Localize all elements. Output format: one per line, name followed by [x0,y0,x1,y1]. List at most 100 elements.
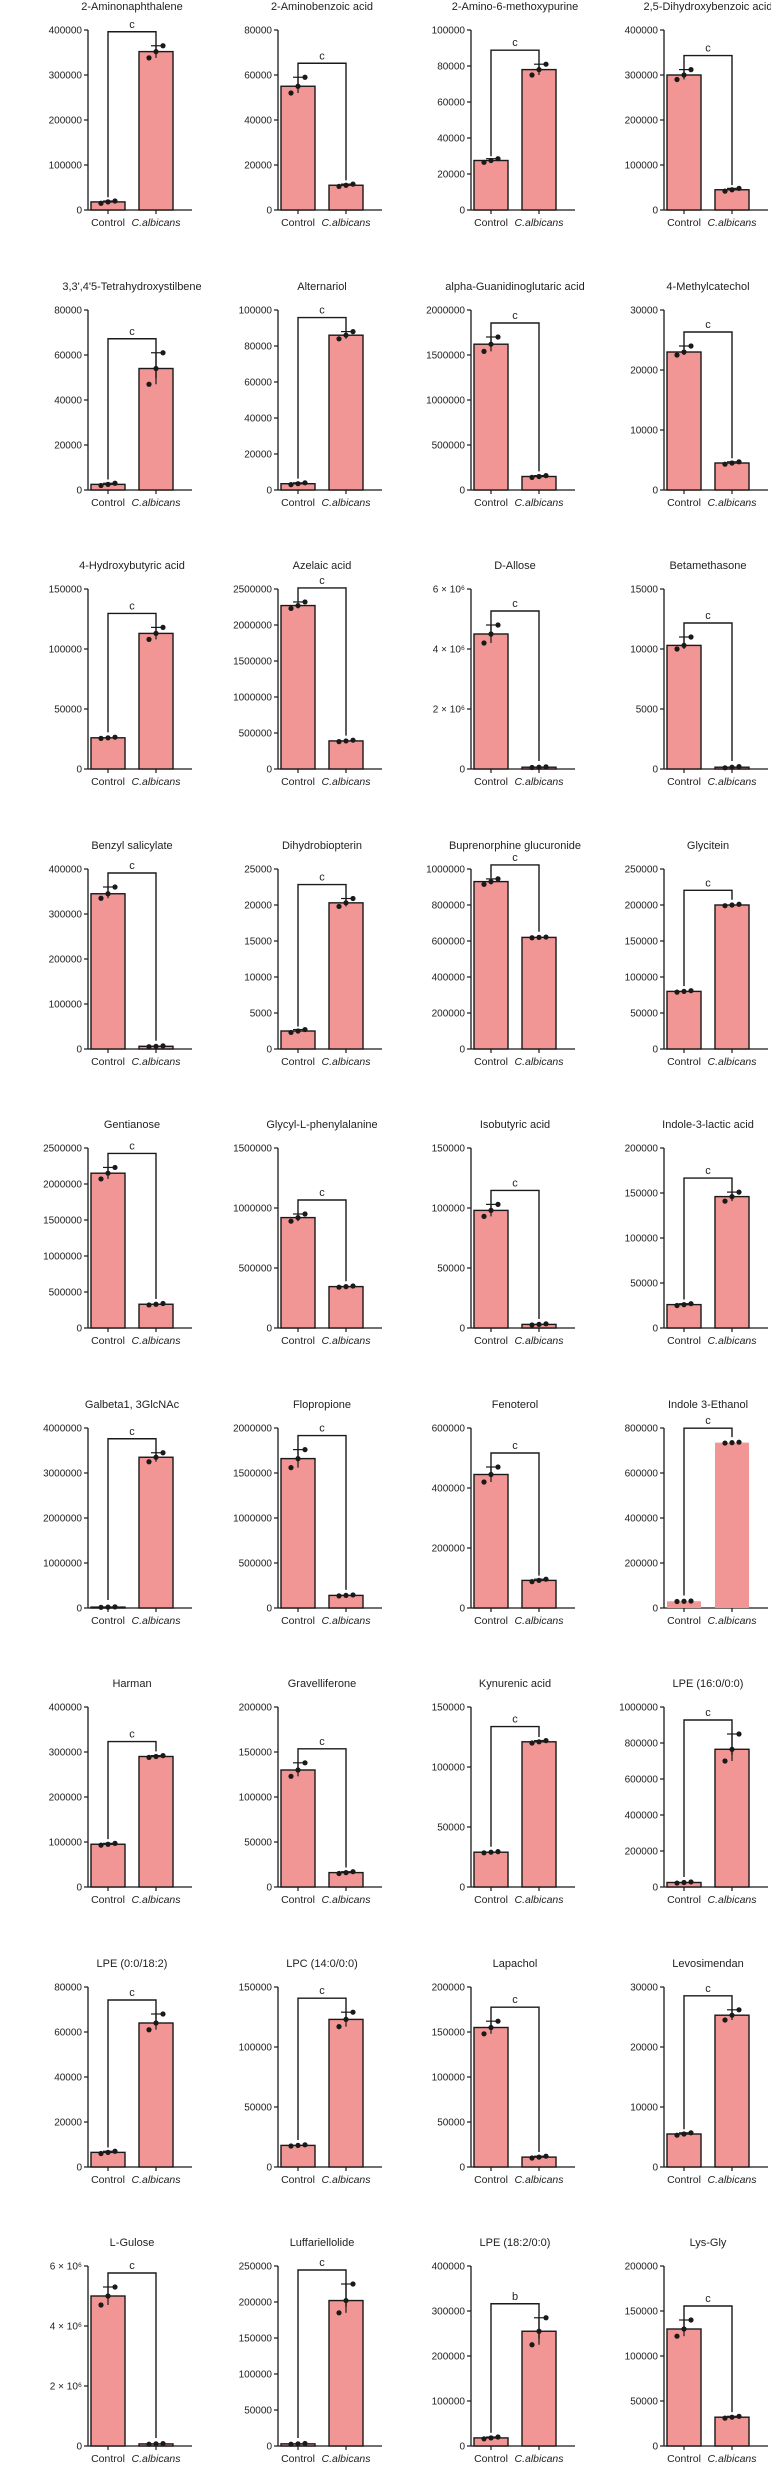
chart-title: Flopropione [293,1399,351,1411]
y-tick-label: 2000000 [43,1514,82,1525]
data-point [722,2415,728,2421]
significance-label: c [705,1165,711,1177]
y-tick-label: 0 [652,206,658,217]
y-tick-label: 2500000 [233,585,272,596]
data-point [736,1731,742,1737]
y-tick-label: 0 [459,2442,465,2453]
chart-panel: Benzyl salicylate 0 100000 200000 300000 4000… [49,840,192,1068]
significance-label: c [319,1187,325,1199]
significance-bracket [490,1189,540,1319]
y-tick-label: 80000 [54,1983,82,1994]
y-tick-label: 400000 [49,26,83,37]
data-point [736,901,742,907]
chart-panel: alpha-Guanidinoglutaric acid 0 500000 10000… [426,281,585,509]
y-tick-label: 0 [459,765,465,776]
y-tick-label: 300000 [625,71,659,82]
x-tick-label: Control [667,1615,701,1627]
y-tick-label: 4000000 [43,1424,82,1435]
y-tick-label: 400000 [49,1703,83,1714]
y-tick-label: 300000 [49,71,83,82]
chart-title: Harman [112,1678,151,1690]
significance-label: c [705,1983,711,1995]
bar-control [666,644,702,770]
data-point [481,881,487,887]
x-tick-label: Control [667,2453,701,2465]
chart-title: Gentianose [104,1119,160,1131]
bar-control [473,2026,509,2168]
significance-bracket [490,1725,540,1847]
bar-control [473,1473,509,1609]
data-point [722,2017,728,2023]
significance-bracket [297,316,347,479]
data-point [288,2143,294,2149]
y-tick-label: 0 [76,1883,82,1894]
y-tick-label: 500000 [49,1288,83,1299]
data-point [105,1170,111,1176]
data-point [98,482,104,489]
data-point [288,1029,294,1036]
bar-c-albicans [138,1755,174,1888]
data-point [153,1454,159,1460]
data-point [729,764,735,770]
y-tick-label: 0 [76,1324,82,1335]
significance-label: c [705,877,711,889]
data-point [160,624,166,631]
chart-title: Benzyl salicylate [91,840,172,852]
y-tick-label: 500000 [239,729,273,740]
x-tick-label: C.albicans [514,2453,564,2465]
x-tick-label: C.albicans [321,2174,371,2186]
data-point [336,1593,342,1599]
data-point [350,2009,356,2015]
significance-bracket [107,1740,157,1840]
data-point [481,2436,487,2442]
x-tick-label: C.albicans [514,1894,564,1906]
bar-control [280,85,316,211]
y-tick-label: 300000 [49,910,83,921]
y-tick-label: 60000 [437,98,465,109]
data-point [529,1740,535,1746]
significance-bracket [107,31,157,198]
data-point [112,2284,118,2290]
x-tick-label: Control [474,2453,508,2465]
x-tick-label: C.albicans [514,1615,564,1627]
data-point [688,343,694,349]
y-tick-label: 150000 [432,1144,466,1155]
x-tick-label: C.albicans [707,1056,757,1068]
bar-c-albicans [138,632,174,770]
y-tick-label: 0 [76,2442,82,2453]
bar-c-albicans [138,1456,174,1609]
significance-label: c [319,872,325,884]
data-point [160,2441,166,2447]
y-tick-label: 300000 [432,2307,466,2318]
chart-title: 4-Hydroxybutyric acid [79,560,185,572]
x-tick-label: C.albicans [707,776,757,788]
significance-bracket [490,2006,540,2152]
bar-control [666,1303,702,1329]
y-tick-label: 100000 [49,645,83,656]
chart-title: 2-Amino-6-methoxypurine [452,1,579,13]
significance-label: c [512,598,518,610]
y-tick-label: 0 [652,765,658,776]
significance-label: c [319,575,325,587]
x-tick-label: C.albicans [321,2453,371,2465]
y-tick-label: 500000 [432,441,466,452]
x-tick-label: C.albicans [321,1615,371,1627]
significance-label: c [319,1736,325,1748]
data-point [736,764,742,770]
significance-bracket [297,1434,347,1590]
x-tick-label: C.albicans [514,776,564,788]
y-tick-label: 20000 [54,441,82,452]
significance-bracket [107,338,157,480]
y-tick-label: 100000 [49,161,83,172]
chart-panel: Fenoterol 0 200000 400000 600000 Control C.alb… [432,1399,575,1627]
data-point [343,1592,349,1598]
chart-panel: Alternariol 0 20000 40000 60000 80000 100000 Co… [239,281,382,509]
data-point [681,1598,687,1604]
significance-label: c [512,1440,518,1452]
data-point [350,2281,356,2287]
bar-c-albicans [521,68,557,211]
data-point [160,1300,166,1307]
bar-control [473,1209,509,1329]
y-tick-label: 2000000 [233,1424,272,1435]
chart-title: Luffariellolide [290,2237,355,2249]
